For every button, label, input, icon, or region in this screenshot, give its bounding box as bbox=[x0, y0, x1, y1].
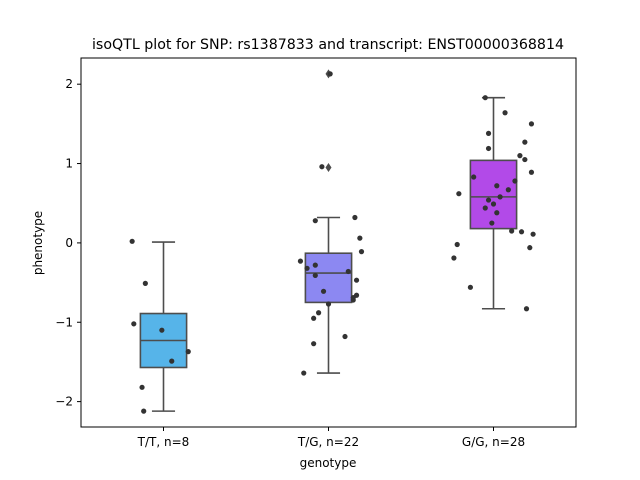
y-tick-label: 1 bbox=[65, 157, 73, 171]
data-point bbox=[502, 110, 508, 116]
data-point bbox=[312, 218, 318, 224]
data-point bbox=[522, 139, 528, 145]
jitter-points bbox=[297, 71, 365, 376]
iqr-box bbox=[304, 252, 353, 304]
data-point bbox=[530, 231, 536, 237]
data-point bbox=[342, 333, 348, 340]
data-point bbox=[494, 183, 500, 189]
data-point bbox=[169, 358, 175, 364]
data-point bbox=[494, 210, 500, 216]
data-point bbox=[357, 235, 363, 241]
data-point bbox=[327, 71, 333, 77]
jitter-points bbox=[129, 238, 191, 414]
outlier-marker bbox=[325, 163, 332, 173]
data-point bbox=[485, 130, 492, 136]
data-point bbox=[142, 280, 148, 286]
data-point bbox=[129, 238, 135, 244]
data-point bbox=[319, 164, 325, 170]
data-point bbox=[325, 301, 332, 307]
data-point bbox=[358, 249, 365, 255]
y-tick-label: −1 bbox=[55, 315, 73, 329]
data-point bbox=[505, 187, 511, 193]
chart-title: isoQTL plot for SNP: rs1387833 and trans… bbox=[92, 37, 564, 53]
data-point bbox=[311, 341, 317, 347]
y-tick-label: 2 bbox=[65, 77, 73, 91]
x-tick-label: T/G, n=22 bbox=[297, 435, 359, 449]
iqr-box bbox=[469, 159, 518, 230]
x-axis: T/T, n=8 T/G, n=22 G/G, n=28 bbox=[137, 427, 525, 449]
data-point bbox=[482, 95, 488, 101]
data-point bbox=[489, 220, 495, 226]
data-point bbox=[316, 310, 322, 316]
data-point bbox=[311, 315, 317, 321]
data-point bbox=[159, 327, 165, 333]
data-point bbox=[497, 194, 503, 200]
y-tick-label: −2 bbox=[55, 395, 73, 409]
data-point bbox=[139, 384, 145, 390]
box-group bbox=[304, 69, 353, 374]
jitter-points bbox=[451, 95, 536, 312]
data-point bbox=[141, 408, 147, 414]
data-point bbox=[350, 295, 356, 301]
data-point bbox=[301, 370, 307, 376]
data-point bbox=[451, 255, 457, 261]
data-point bbox=[185, 349, 191, 355]
x-tick-label: G/G, n=28 bbox=[462, 435, 525, 449]
data-point bbox=[518, 229, 525, 235]
y-tick-label: 0 bbox=[65, 236, 73, 250]
box-group bbox=[139, 241, 188, 412]
data-point bbox=[509, 228, 515, 234]
data-point bbox=[527, 245, 533, 251]
data-point bbox=[485, 197, 492, 203]
data-point bbox=[297, 258, 304, 264]
data-point bbox=[304, 265, 310, 271]
y-axis: −2 −1 0 1 2 bbox=[55, 77, 81, 409]
data-point bbox=[512, 178, 518, 184]
data-point bbox=[312, 262, 318, 268]
data-point bbox=[467, 284, 473, 290]
data-point bbox=[353, 277, 360, 283]
data-point bbox=[352, 214, 358, 221]
data-point bbox=[471, 174, 477, 180]
x-axis-label: genotype bbox=[300, 456, 357, 470]
data-point bbox=[320, 288, 327, 294]
box-group bbox=[469, 96, 518, 310]
data-point bbox=[454, 241, 460, 248]
data-point bbox=[312, 272, 318, 279]
data-point bbox=[131, 321, 137, 327]
x-tick-label: T/T, n=8 bbox=[137, 435, 190, 449]
plot-area bbox=[129, 69, 536, 414]
data-point bbox=[528, 121, 535, 127]
data-point bbox=[528, 169, 535, 175]
data-point bbox=[485, 145, 492, 152]
data-point bbox=[517, 153, 523, 159]
data-point bbox=[482, 205, 488, 211]
data-point bbox=[345, 268, 351, 275]
data-point bbox=[523, 306, 530, 312]
data-point bbox=[490, 201, 497, 207]
data-point bbox=[456, 191, 462, 197]
y-axis-label: phenotype bbox=[31, 211, 45, 275]
data-point bbox=[522, 156, 528, 163]
